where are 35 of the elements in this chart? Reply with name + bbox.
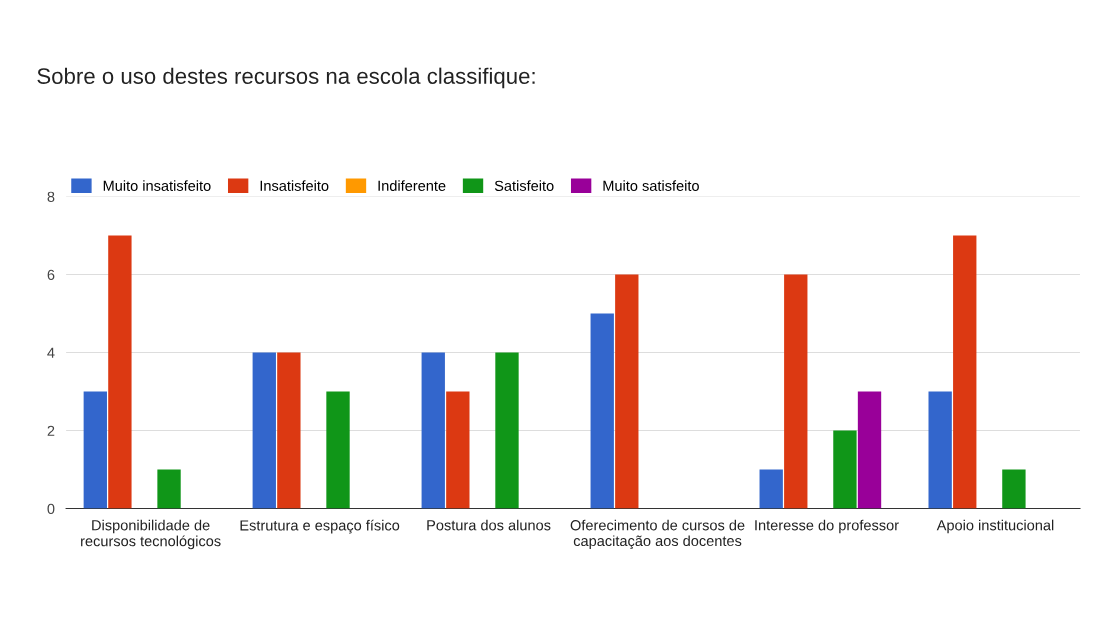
y-tick-label: 0 [47, 503, 55, 514]
y-tick-label: 6 [47, 269, 55, 280]
legend-label: Indiferente [378, 180, 446, 191]
x-tick-label: Oferecimento de cursos de capacitação aos docentes [570, 519, 745, 550]
x-tick-label: Postura dos alunos [427, 519, 551, 531]
bar [1002, 469, 1026, 509]
x-tick-label: Disponibilidade de recursos tecnológicos [81, 519, 221, 550]
x-tick-label: Apoio institucional [936, 519, 1054, 534]
legend-label: Insatisfeito [260, 180, 329, 191]
bar [495, 352, 519, 509]
bar [857, 391, 882, 509]
bar [277, 352, 301, 509]
bar [615, 274, 639, 509]
legend-label: Muito insatisfeito [103, 180, 211, 191]
bar [953, 235, 977, 509]
bar [590, 313, 614, 509]
legend-label: Muito satisfeito [603, 180, 699, 191]
bar [446, 391, 470, 509]
x-tick-label: Estrutura e espaço físico [240, 519, 400, 534]
bar [83, 391, 107, 509]
bar [833, 430, 857, 509]
y-tick-label: 4 [47, 347, 55, 358]
bar [759, 469, 783, 509]
bar [928, 391, 952, 509]
x-tick-label: Interesse do professor [755, 519, 899, 534]
bar [326, 391, 350, 509]
y-tick-label: 2 [47, 425, 55, 436]
chart-title: Sobre o uso destes recursos na escola classifique: [37, 67, 535, 89]
bar [421, 352, 445, 509]
bar [252, 352, 276, 509]
legend-label: Satisfeito [494, 180, 554, 191]
bar [157, 469, 181, 509]
bar [784, 274, 808, 509]
y-tick-label: 8 [47, 191, 55, 202]
bar [108, 235, 132, 509]
